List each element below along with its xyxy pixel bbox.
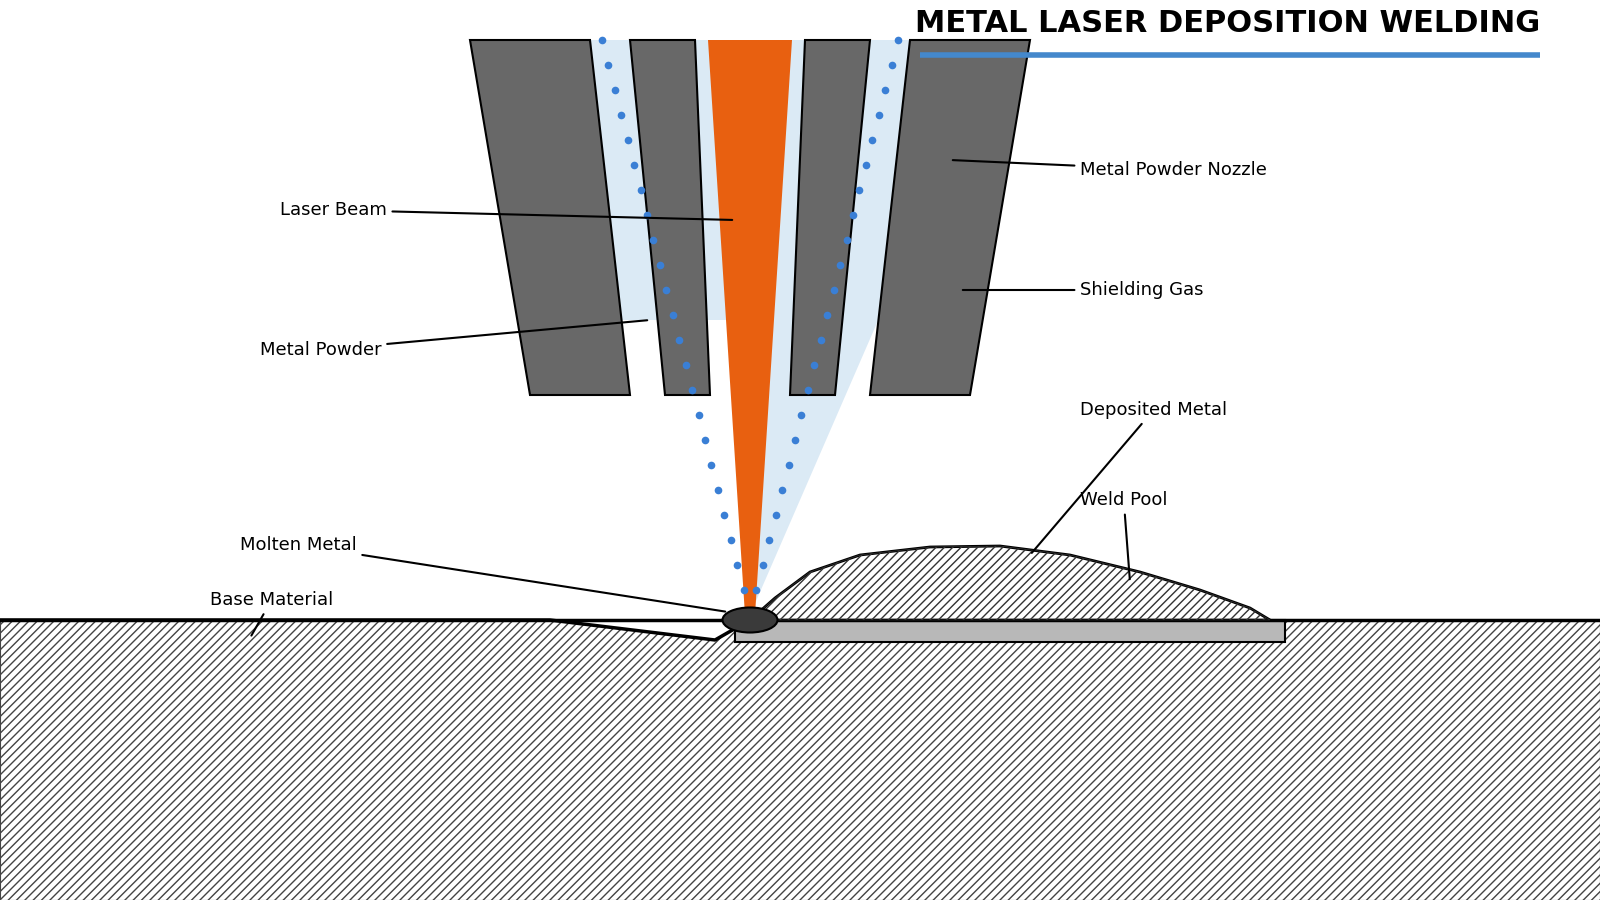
Bar [0, 620, 1600, 900]
Text: Deposited Metal: Deposited Metal [1032, 401, 1227, 553]
Text: Molten Metal: Molten Metal [240, 536, 725, 612]
Text: Shielding Gas: Shielding Gas [963, 281, 1203, 299]
FancyBboxPatch shape [734, 620, 1285, 642]
Ellipse shape [723, 608, 778, 633]
Polygon shape [0, 320, 750, 640]
Polygon shape [630, 40, 710, 395]
Polygon shape [707, 40, 792, 615]
Text: Laser Beam: Laser Beam [280, 201, 733, 220]
Polygon shape [470, 40, 630, 395]
Polygon shape [790, 40, 870, 395]
Polygon shape [870, 40, 1030, 395]
Text: Metal Powder Nozzle: Metal Powder Nozzle [952, 160, 1267, 179]
Text: Metal Powder: Metal Powder [259, 320, 648, 359]
Text: Base Material: Base Material [210, 591, 333, 635]
Text: Weld Pool: Weld Pool [1080, 491, 1168, 580]
Polygon shape [499, 40, 1000, 615]
Text: METAL LASER DEPOSITION WELDING: METAL LASER DEPOSITION WELDING [915, 9, 1539, 38]
Polygon shape [750, 546, 1270, 620]
Bar [0, 620, 1600, 900]
